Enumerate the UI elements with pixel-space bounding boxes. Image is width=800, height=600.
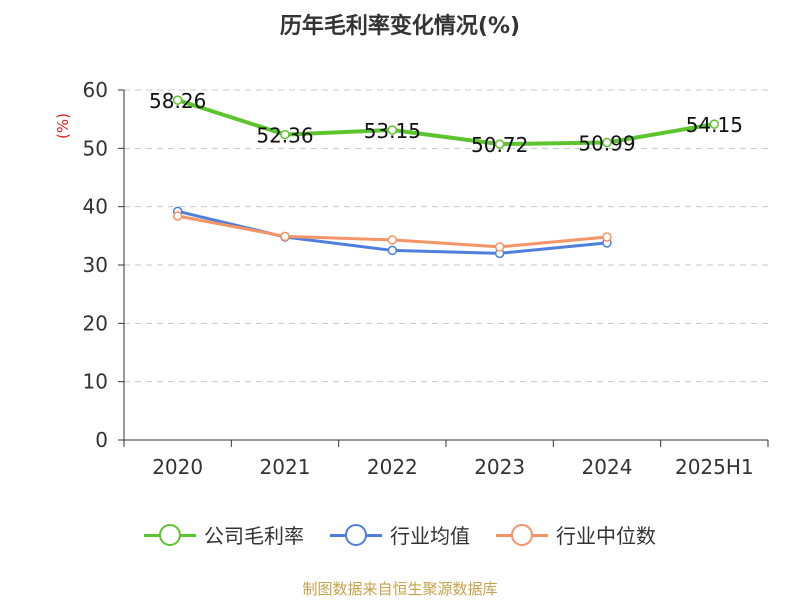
y-tick-label: 0 bbox=[95, 428, 108, 452]
x-tick-label: 2022 bbox=[367, 455, 418, 479]
legend-label-industry-median: 行业中位数 bbox=[556, 524, 656, 548]
legend-item-company[interactable]: 公司毛利率 bbox=[144, 520, 304, 549]
x-tick-label: 2020 bbox=[152, 455, 203, 479]
y-tick-label: 30 bbox=[83, 253, 108, 277]
data-point bbox=[602, 137, 612, 148]
y-tick-label: 60 bbox=[83, 78, 108, 102]
legend-marker-industry-mean bbox=[330, 523, 382, 547]
data-label: 58.26 bbox=[149, 89, 206, 113]
data-point bbox=[172, 211, 183, 221]
y-tick-label: 10 bbox=[83, 370, 108, 394]
data-label: 52.36 bbox=[256, 124, 313, 148]
series-line bbox=[177, 98, 715, 147]
data-point bbox=[494, 242, 505, 252]
y-tick-label: 40 bbox=[83, 195, 108, 219]
data-point bbox=[387, 125, 398, 135]
legend: 公司毛利率 行业均值 行业中位数 bbox=[0, 520, 800, 549]
source-note: 制图数据来自恒生聚源数据库 bbox=[302, 580, 498, 598]
data-point bbox=[602, 232, 612, 242]
legend-marker-company bbox=[144, 523, 196, 547]
data-point bbox=[172, 95, 183, 105]
data-point bbox=[494, 139, 505, 149]
data-point bbox=[387, 245, 398, 256]
data-point bbox=[709, 119, 720, 129]
legend-label-industry-mean: 行业均值 bbox=[390, 524, 470, 548]
data-label: 50.72 bbox=[471, 133, 528, 157]
data-label: 50.99 bbox=[578, 132, 635, 156]
data-point bbox=[280, 231, 290, 242]
x-tick-label: 2025H1 bbox=[675, 455, 754, 479]
data-point bbox=[280, 129, 290, 140]
x-tick-label: 2021 bbox=[260, 455, 311, 479]
y-axis-label: (%) bbox=[54, 113, 72, 139]
x-tick-label: 2023 bbox=[474, 455, 525, 479]
legend-label-company: 公司毛利率 bbox=[204, 524, 304, 548]
data-point bbox=[387, 235, 398, 245]
y-tick-label: 50 bbox=[83, 136, 108, 160]
data-label: 53.15 bbox=[364, 119, 421, 143]
legend-item-industry-median[interactable]: 行业中位数 bbox=[496, 520, 656, 549]
x-tick-label: 2024 bbox=[582, 455, 633, 479]
legend-marker-industry-median bbox=[496, 523, 548, 547]
legend-item-industry-mean[interactable]: 行业均值 bbox=[330, 520, 470, 549]
data-label: 54.15 bbox=[686, 113, 743, 137]
y-tick-label: 20 bbox=[83, 311, 108, 335]
chart-title: 历年毛利率变化情况(%) bbox=[279, 14, 521, 39]
